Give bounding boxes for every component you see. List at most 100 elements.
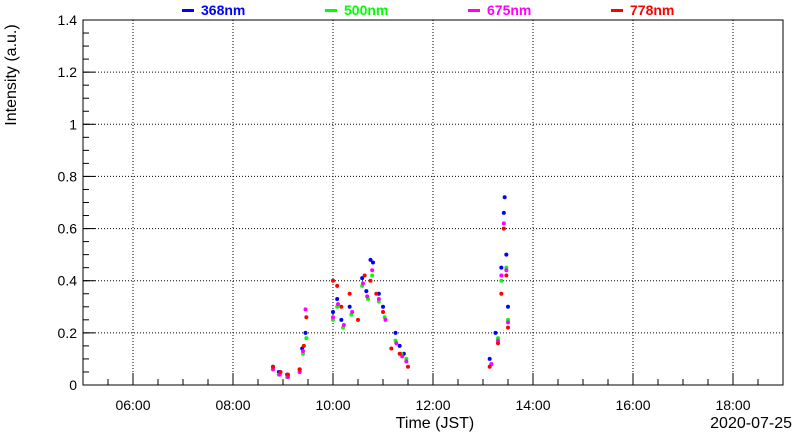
data-point [356,317,360,322]
data-point [336,302,340,307]
y-tick-label: 0.6 [58,221,78,237]
grid-lines [83,20,783,385]
data-point [365,294,370,299]
data-point [347,304,352,309]
legend-label-778nm: 778nm [630,2,675,18]
data-point [301,343,306,348]
series-778nm [271,226,510,377]
data-point [364,289,369,294]
data-point [397,351,402,356]
data-point [493,330,498,335]
data-point [400,354,405,359]
axes: 0 0.2 0.4 0.6 0.8 1 1.2 1.4 06:00 08:00 10:00 12:00… [58,12,784,413]
series-500nm [271,226,510,380]
data-point [504,273,509,278]
data-point [341,323,346,328]
data-point [303,307,308,312]
data-point [394,341,399,346]
data-point [496,341,500,346]
data-point [501,210,506,215]
legend-label-368nm: 368nm [201,2,246,18]
data-point [339,304,344,309]
series-675nm [271,221,510,380]
data-point [506,320,510,325]
data-point [381,304,385,309]
data-point [487,364,492,369]
data-point [374,291,379,296]
data-point [506,304,510,309]
data-point [376,296,381,301]
data-point [331,315,335,320]
data-point [286,372,290,377]
data-point [499,273,504,278]
data-point [304,315,309,320]
data-point [397,343,402,348]
y-tick-label: 0 [69,377,77,393]
data-point [362,273,367,278]
data-point [304,336,309,341]
legend-swatch-675nm [468,8,480,12]
data-points [271,195,510,380]
data-point [303,330,308,335]
data-point [383,317,388,322]
x-tick-label: 06:00 [115,397,150,413]
data-point [389,346,394,351]
data-point [368,257,373,262]
data-point [499,278,504,283]
x-axis-label: Time (JST) [396,415,475,432]
data-point [331,310,335,314]
data-point [278,369,283,374]
data-point [393,330,398,335]
data-point [335,296,340,301]
x-tick-label: 12:00 [415,397,450,413]
data-point [499,291,504,296]
data-point [487,356,492,361]
legend-item-778nm: 778nm [611,1,674,19]
data-point [381,310,385,314]
data-point [370,268,375,273]
data-point [335,283,340,288]
y-tick-label: 1.2 [58,64,78,80]
x-tick-label: 14:00 [515,397,550,413]
data-point [331,278,335,283]
data-point [350,310,355,314]
data-point [404,359,409,364]
data-point [360,276,365,281]
data-point [502,195,507,200]
legend-item-500nm: 500nm [325,1,388,19]
y-tick-label: 0.8 [58,168,78,184]
legend-swatch-778nm [611,8,623,12]
data-point [406,364,410,369]
legend-swatch-368nm [182,8,194,12]
data-point [368,278,373,283]
data-point [499,265,504,270]
data-point [339,317,344,322]
y-axis-label: Intensity (a.u.) [3,24,20,125]
x-tick-label: 16:00 [615,397,650,413]
y-tick-label: 0.2 [58,325,78,341]
data-point [361,281,365,286]
data-point [371,260,375,265]
data-point [504,268,509,273]
x-tick-label: 18:00 [715,397,750,413]
data-point [301,349,305,354]
y-tick-label: 0.4 [58,273,78,289]
y-tick-label: 1.4 [58,12,78,28]
legend-label-500nm: 500nm [344,2,389,18]
x-tick-label: 08:00 [215,397,250,413]
data-point [271,364,275,369]
legend-swatch-500nm [325,8,337,12]
data-point [370,273,375,278]
data-point [506,325,510,330]
legend-item-675nm: 675nm [468,1,531,19]
legend-label-675nm: 675nm [487,2,532,18]
data-point [501,221,506,226]
y-tick-label: 1 [69,116,77,132]
data-point [501,226,506,231]
date-label: 2020-07-25 [710,415,792,432]
legend-item-368nm: 368nm [182,1,245,19]
data-point [504,252,509,257]
x-tick-label: 10:00 [315,397,350,413]
legend: 368nm 500nm 675nm 778nm [0,1,800,21]
